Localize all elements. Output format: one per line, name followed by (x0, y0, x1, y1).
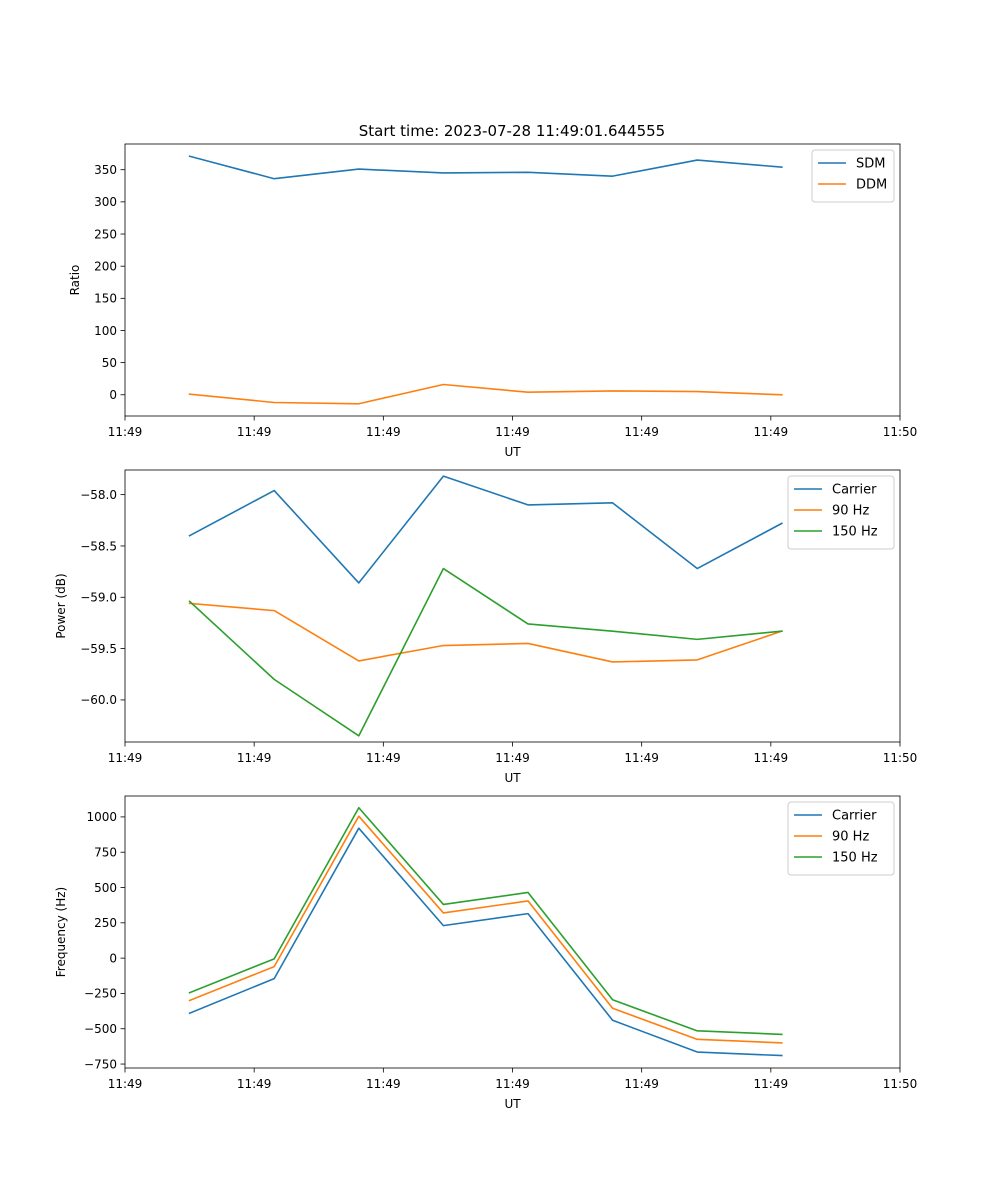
y-tick-label: 250 (94, 916, 117, 930)
chart-title: Start time: 2023-07-28 11:49:01.644555 (359, 122, 665, 140)
y-axis-label: Power (dB) (54, 573, 68, 638)
x-tick-label: 11:49 (754, 425, 789, 439)
y-tick-label: 200 (94, 259, 117, 273)
y-tick-label: −59.0 (80, 591, 117, 605)
legend: Carrier 90 Hz 150 Hz (788, 476, 894, 549)
y-tick-label: 250 (94, 227, 117, 241)
y-tick-label: 300 (94, 195, 117, 209)
y-tick-label: −58.0 (80, 488, 117, 502)
x-axis-label: UT (504, 1097, 521, 1111)
x-tick-label: 11:49 (366, 751, 401, 765)
y-tick-label: 750 (94, 846, 117, 860)
x-tick-label: 11:50 (883, 425, 918, 439)
y-tick-label: 150 (94, 292, 117, 306)
x-tick-label: 11:50 (883, 1077, 918, 1091)
x-axis-label: UT (504, 445, 521, 459)
x-tick-label: 11:49 (237, 1077, 272, 1091)
y-tick-label: −750 (84, 1057, 117, 1071)
x-tick-label: 11:49 (495, 751, 530, 765)
y-tick-label: 50 (102, 356, 117, 370)
y-tick-label: −250 (84, 987, 117, 1001)
y-tick-label: 0 (109, 388, 117, 402)
x-tick-label: 11:49 (624, 1077, 659, 1091)
y-tick-label: −60.0 (80, 693, 117, 707)
x-tick-label: 11:49 (495, 425, 530, 439)
y-axis-label: Frequency (Hz) (54, 887, 68, 978)
legend-label: DDM (856, 178, 887, 193)
legend-label: SDM (856, 157, 885, 172)
y-tick-label: 350 (94, 163, 117, 177)
x-tick-label: 11:50 (883, 751, 918, 765)
x-axis-label: UT (504, 771, 521, 785)
legend-label: 90 Hz (832, 830, 869, 845)
legend: SDM DDM (812, 150, 894, 202)
legend-label: 90 Hz (832, 504, 869, 519)
x-tick-label: 11:49 (754, 751, 789, 765)
y-tick-label: −58.5 (80, 539, 117, 553)
x-tick-label: 11:49 (624, 425, 659, 439)
legend-label: Carrier (832, 809, 877, 824)
x-tick-label: 11:49 (237, 425, 272, 439)
x-tick-label: 11:49 (495, 1077, 530, 1091)
y-tick-label: −59.5 (80, 642, 117, 656)
y-axis-label: Ratio (68, 265, 82, 296)
y-tick-label: −500 (84, 1022, 117, 1036)
legend-label: Carrier (832, 483, 877, 498)
x-tick-label: 11:49 (108, 751, 143, 765)
x-tick-label: 11:49 (624, 751, 659, 765)
x-tick-label: 11:49 (366, 1077, 401, 1091)
y-tick-label: 100 (94, 324, 117, 338)
x-tick-label: 11:49 (108, 1077, 143, 1091)
x-tick-label: 11:49 (754, 1077, 789, 1091)
legend-label: 150 Hz (832, 851, 878, 866)
x-tick-label: 11:49 (366, 425, 401, 439)
y-tick-label: 1000 (86, 810, 117, 824)
y-tick-label: 500 (94, 881, 117, 895)
y-tick-label: 0 (109, 951, 117, 965)
x-tick-label: 11:49 (108, 425, 143, 439)
legend-label: 150 Hz (832, 525, 878, 540)
legend: Carrier 90 Hz 150 Hz (788, 802, 894, 875)
x-tick-label: 11:49 (237, 751, 272, 765)
